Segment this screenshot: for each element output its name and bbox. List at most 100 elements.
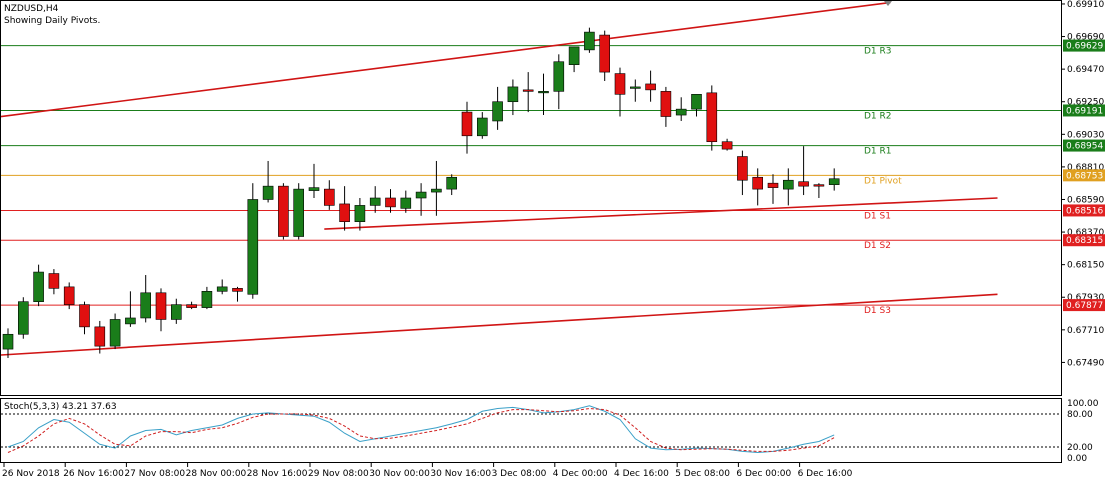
bear-candle-body xyxy=(599,34,611,73)
price-tick-label: 0.67490 xyxy=(1067,358,1104,368)
bear-candle-body xyxy=(94,326,106,347)
bull-candle-body xyxy=(109,319,121,347)
bull-candle-body xyxy=(308,187,320,191)
time-tick-label: 3 Dec 08:00 xyxy=(492,469,547,479)
candle xyxy=(492,86,503,130)
bear-candle-body xyxy=(813,184,825,187)
time-tick-label: 26 Nov 16:00 xyxy=(63,469,124,479)
bull-candle-body xyxy=(538,91,549,94)
bull-candle-body xyxy=(354,205,366,222)
candle xyxy=(798,146,809,196)
bear-candle-body xyxy=(323,188,335,206)
candle xyxy=(584,27,595,53)
bull-candle-body xyxy=(476,117,488,137)
candle xyxy=(33,264,44,307)
pivot-price-tag xyxy=(1063,139,1105,152)
candle xyxy=(400,190,412,213)
price-tick-label: 0.69030 xyxy=(1067,130,1104,140)
bull-candle-body xyxy=(293,188,305,237)
stoch-tick-label: 80.00 xyxy=(1067,410,1093,420)
time-axis: 26 Nov 2018 26 Nov 16:00 27 Nov 08:00 28 No… xyxy=(2,463,853,479)
bear-candle-body xyxy=(614,73,626,95)
pivot-lines: D1 R3 0.69629 D1 R2 0.69191 D1 R1 0.68954 D1 P… xyxy=(1,39,1105,316)
candle xyxy=(369,186,381,213)
pivot-name: D1 R3 xyxy=(864,47,892,57)
pivot-name: D1 R2 xyxy=(864,111,892,121)
pivot-price-label: 0.68516 xyxy=(1066,206,1103,216)
bull-candle-body xyxy=(369,197,381,206)
pivot-price-tag xyxy=(1063,204,1105,217)
candle xyxy=(17,297,29,339)
stoch-tick-label: 20.00 xyxy=(1067,443,1093,453)
bull-candle-body xyxy=(828,178,840,185)
price-tick-label: 0.68150 xyxy=(1067,261,1104,271)
bull-candle-body xyxy=(782,179,794,190)
candle xyxy=(339,186,350,231)
pivot-name: D1 S1 xyxy=(864,211,891,221)
trendline-upper-channel xyxy=(0,1,891,118)
candle xyxy=(675,97,687,121)
pivot-name: D1 S2 xyxy=(864,241,891,251)
price-tick-label: 0.69250 xyxy=(1067,98,1104,108)
candle xyxy=(308,163,320,198)
candle xyxy=(125,291,136,327)
price-axis: 0.69910 0.69690 0.69470 0.69250 0.69030 0.688… xyxy=(1061,0,1104,368)
bull-candle-body xyxy=(629,86,641,89)
candle xyxy=(767,174,779,204)
candle xyxy=(415,183,427,216)
price-tick-label: 0.69910 xyxy=(1067,0,1104,10)
price-tick-label: 0.69690 xyxy=(1067,33,1104,43)
bear-candle-body xyxy=(660,91,672,117)
pivot-price-label: 0.68954 xyxy=(1066,142,1103,152)
candle xyxy=(186,301,197,310)
bear-candle-body xyxy=(798,181,809,187)
bear-candle-body xyxy=(721,141,733,150)
candle xyxy=(262,160,274,203)
time-tick-label: 28 Nov 16:00 xyxy=(247,469,308,479)
chart-shift-marker-icon[interactable] xyxy=(884,1,892,6)
candle xyxy=(706,85,718,151)
bull-candle-body xyxy=(17,301,29,335)
candle xyxy=(216,279,228,295)
candle xyxy=(278,183,289,240)
bull-candle-body xyxy=(262,185,274,200)
bull-candle-body xyxy=(492,101,503,122)
candle xyxy=(553,54,565,110)
candle xyxy=(323,180,335,210)
candle xyxy=(568,46,580,73)
candle xyxy=(171,298,182,324)
trend-lines[interactable] xyxy=(0,1,998,356)
candle xyxy=(155,288,167,332)
candle xyxy=(293,183,305,240)
bear-candle-body xyxy=(339,203,350,222)
pivot-price-tag xyxy=(1063,299,1105,312)
bear-candle-body xyxy=(278,185,289,237)
bear-candle-body xyxy=(461,111,473,137)
price-tick-label: 0.68810 xyxy=(1067,163,1104,173)
candle xyxy=(232,286,243,302)
bear-candle-body xyxy=(48,273,60,289)
pivot-subtitle: Showing Daily Pivots. xyxy=(4,16,100,26)
bull-candle-body xyxy=(691,94,702,110)
bear-candle-body xyxy=(186,304,197,308)
candle xyxy=(461,101,473,154)
candle xyxy=(721,138,733,151)
bull-candle-body xyxy=(125,317,136,325)
candle xyxy=(507,79,519,116)
pivot-price-tag xyxy=(1063,169,1105,182)
bull-candle-body xyxy=(201,291,213,308)
price-tick-label: 0.67710 xyxy=(1067,326,1104,336)
candle xyxy=(431,160,442,216)
trendline-middle-channel xyxy=(324,197,998,230)
pivot-name: D1 S3 xyxy=(864,306,891,316)
pivot-price-label: 0.69191 xyxy=(1066,106,1103,116)
time-tick-label: 5 Dec 08:00 xyxy=(675,469,730,479)
bull-candle-body xyxy=(171,304,182,320)
time-tick-label: 26 Nov 2018 xyxy=(2,469,60,479)
bull-candle-body xyxy=(553,61,565,92)
bull-candle-body xyxy=(400,197,412,209)
candle xyxy=(201,286,213,310)
candle xyxy=(813,183,825,198)
candle xyxy=(140,275,151,323)
